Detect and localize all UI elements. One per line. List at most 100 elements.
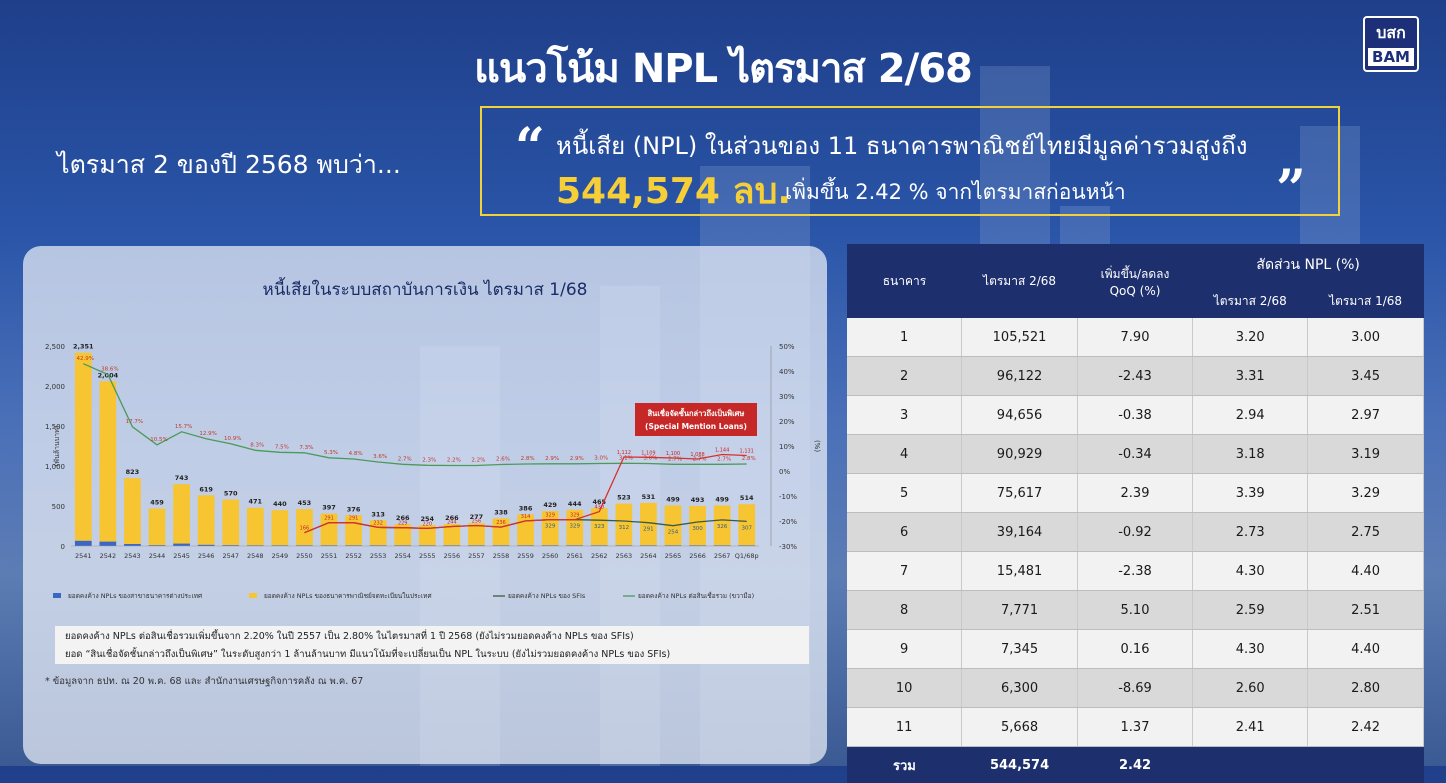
bar-domestic xyxy=(100,381,117,541)
y2-tick-label: -10% xyxy=(779,493,797,501)
sfi-data-label: 329 xyxy=(569,524,580,530)
x-tick-label: 2564 xyxy=(640,552,657,560)
sml-data-label: 329 xyxy=(570,513,580,519)
table-cell: 4 xyxy=(847,435,962,474)
y2-tick-label: 20% xyxy=(779,418,795,426)
y2-tick-label: 30% xyxy=(779,393,795,401)
table-cell: 4.30 xyxy=(1193,630,1308,669)
table-cell: 2.42 xyxy=(1077,747,1193,783)
bar-value-label: 523 xyxy=(617,494,631,502)
bar-value-label: 531 xyxy=(642,493,656,501)
bar-domestic xyxy=(198,495,215,545)
table-cell: 2.51 xyxy=(1308,591,1424,630)
sfi-data-label: 326 xyxy=(717,524,728,530)
ratio-data-label: 7.3% xyxy=(299,445,313,451)
table-cell: 2.59 xyxy=(1193,591,1308,630)
bar-value-label: 493 xyxy=(691,496,705,504)
x-tick-label: 2556 xyxy=(444,552,461,560)
legend-label: ยอดคงค้าง NPLs ของ SFIs xyxy=(508,592,586,600)
bar-value-label: 313 xyxy=(371,510,385,518)
sml-data-label: 291 xyxy=(324,516,334,522)
table-cell: 75,617 xyxy=(962,474,1077,513)
bar-domestic xyxy=(222,500,239,546)
x-tick-label: 2548 xyxy=(247,552,264,560)
ratio-data-label: 12.9% xyxy=(199,431,216,437)
table-cell: 4.30 xyxy=(1193,552,1308,591)
ratio-data-label: 2.8% xyxy=(521,456,535,462)
x-tick-label: Q1/68p xyxy=(735,552,759,560)
intro-text: ไตรมาส 2 ของปี 2568 พบว่า... xyxy=(57,145,401,185)
table-cell: 0.16 xyxy=(1077,630,1193,669)
chart-note-2: ยอด “สินเชื่อจัดชั้นกล่าวถึงเป็นพิเศษ” ใ… xyxy=(65,647,809,662)
table-cell: 2.73 xyxy=(1193,513,1308,552)
table-cell: 5 xyxy=(847,474,962,513)
sml-data-label: 256 xyxy=(472,519,482,525)
table-cell xyxy=(1193,747,1308,783)
bam-logo: บสก BAM xyxy=(1363,16,1419,72)
ratio-data-label: 2.8% xyxy=(742,456,756,462)
table-cell: 2.39 xyxy=(1077,474,1193,513)
x-tick-label: 2551 xyxy=(321,552,338,560)
sfi-data-label: 312 xyxy=(619,525,630,531)
logo-english: BAM xyxy=(1368,48,1414,66)
ratio-data-label: 3.0% xyxy=(594,456,608,462)
bar-value-label: 376 xyxy=(347,505,361,513)
table-cell: 2.41 xyxy=(1193,708,1308,747)
x-tick-label: 2559 xyxy=(517,552,534,560)
sml-data-label: 329 xyxy=(545,513,555,519)
quote-highlight: 544,574 ลบ. xyxy=(556,162,791,219)
table-cell: 11 xyxy=(847,708,962,747)
bar-domestic xyxy=(124,478,141,544)
x-tick-label: 2565 xyxy=(665,552,682,560)
table-cell: 3.31 xyxy=(1193,357,1308,396)
table-cell: 1 xyxy=(847,318,962,357)
ratio-data-label: 7.5% xyxy=(275,444,289,450)
table-cell: 3 xyxy=(847,396,962,435)
sml-data-label: 430 xyxy=(595,505,605,511)
table-cell: 1.37 xyxy=(1077,708,1193,747)
table-cell: 4.40 xyxy=(1308,630,1424,669)
bar-value-label: 338 xyxy=(494,508,508,516)
open-quote-icon: “ xyxy=(515,122,545,174)
th-bank: ธนาคาร xyxy=(847,244,962,318)
th-change-unit: QoQ (%) xyxy=(1110,284,1161,298)
ratio-data-label: 2.3% xyxy=(422,457,436,463)
table-cell: 2.80 xyxy=(1308,669,1424,708)
table-cell: 10 xyxy=(847,669,962,708)
table-cell: 7 xyxy=(847,552,962,591)
bar-value-label: 570 xyxy=(224,490,238,498)
table-cell: 4.40 xyxy=(1308,552,1424,591)
table-cell: 6 xyxy=(847,513,962,552)
x-tick-label: 2562 xyxy=(591,552,608,560)
callout-line-2: (Special Mention Loans) xyxy=(645,422,747,431)
sfi-data-label: 254 xyxy=(668,530,679,536)
table-cell: 2.94 xyxy=(1193,396,1308,435)
bar-foreign xyxy=(173,544,190,546)
y-tick-label: 500 xyxy=(52,503,65,511)
callout-box xyxy=(635,403,757,436)
bar-value-label: 514 xyxy=(740,494,754,502)
legend-label: ยอดคงค้าง NPLs ต่อสินเชื่อรวม (ขวามือ) xyxy=(638,591,754,600)
x-tick-label: 2550 xyxy=(296,552,313,560)
table-cell: -0.38 xyxy=(1077,396,1193,435)
bar-domestic xyxy=(75,353,92,541)
bar-domestic xyxy=(149,508,166,545)
bar-domestic xyxy=(173,484,190,543)
x-tick-label: 2558 xyxy=(493,552,510,560)
bar-value-label: 471 xyxy=(248,498,262,506)
ratio-data-label: 3.6% xyxy=(373,454,387,460)
table-cell: -8.69 xyxy=(1077,669,1193,708)
ratio-data-label: 15.7% xyxy=(175,424,192,430)
table-cell: 5.10 xyxy=(1077,591,1193,630)
legend-swatch xyxy=(249,593,257,598)
x-tick-label: 2544 xyxy=(149,552,166,560)
x-tick-label: 2542 xyxy=(100,552,117,560)
sml-data-label: 220 xyxy=(423,521,433,527)
table-cell: -0.34 xyxy=(1077,435,1193,474)
table-cell: 3.29 xyxy=(1308,474,1424,513)
